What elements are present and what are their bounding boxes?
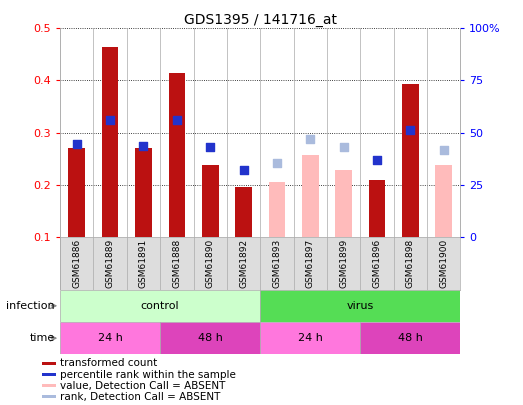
Point (272, 160, 281, 166)
Text: GSM61898: GSM61898 (406, 239, 415, 288)
Point (139, 143, 147, 149)
Point (406, 127, 414, 133)
Bar (42, 362, 56, 365)
Bar (69, 148, 85, 237)
Text: GSM61897: GSM61897 (306, 239, 315, 288)
Bar (260, 290, 460, 322)
Bar (402, 84, 418, 237)
Bar (42, 395, 56, 399)
Bar (235, 188, 252, 237)
Text: value, Detection Call = ABSENT: value, Detection Call = ABSENT (60, 381, 225, 391)
Bar (160, 322, 260, 354)
Bar (102, 47, 119, 237)
Point (206, 144, 214, 151)
Bar (435, 166, 452, 237)
Bar (260, 322, 360, 354)
Bar (369, 179, 385, 237)
Text: GSM61886: GSM61886 (72, 239, 81, 288)
Text: GSM61891: GSM61891 (139, 239, 148, 288)
Bar (202, 166, 219, 237)
Bar (60, 290, 260, 322)
Point (439, 147, 448, 153)
Point (73, 141, 81, 147)
Text: virus: virus (347, 301, 374, 311)
Point (373, 156, 381, 163)
Point (306, 136, 314, 143)
Text: time: time (30, 333, 55, 343)
Text: percentile rank within the sample: percentile rank within the sample (60, 370, 236, 379)
Bar (60, 322, 160, 354)
Bar (42, 373, 56, 376)
Text: GSM61899: GSM61899 (339, 239, 348, 288)
Bar (42, 384, 56, 387)
Text: infection: infection (6, 301, 55, 311)
Bar (135, 148, 152, 237)
Bar (302, 155, 319, 237)
Bar (360, 322, 460, 354)
Bar (335, 170, 352, 237)
Text: GSM61889: GSM61889 (106, 239, 115, 288)
Text: 48 h: 48 h (198, 333, 223, 343)
Point (173, 116, 181, 123)
Text: rank, Detection Call = ABSENT: rank, Detection Call = ABSENT (60, 392, 221, 402)
Text: GSM61892: GSM61892 (239, 239, 248, 288)
Text: GSM61900: GSM61900 (439, 239, 448, 288)
Text: GSM61890: GSM61890 (206, 239, 214, 288)
Text: GSM61888: GSM61888 (173, 239, 181, 288)
Point (240, 167, 248, 173)
Text: GSM61896: GSM61896 (372, 239, 381, 288)
Text: GSM61893: GSM61893 (272, 239, 281, 288)
Bar (168, 72, 185, 237)
Title: GDS1395 / 141716_at: GDS1395 / 141716_at (184, 13, 337, 27)
Text: transformed count: transformed count (60, 358, 157, 369)
Text: 48 h: 48 h (398, 333, 423, 343)
Point (106, 116, 115, 123)
Bar (268, 182, 285, 237)
Text: control: control (141, 301, 179, 311)
Text: 24 h: 24 h (298, 333, 323, 343)
Point (339, 144, 348, 151)
Text: 24 h: 24 h (98, 333, 122, 343)
